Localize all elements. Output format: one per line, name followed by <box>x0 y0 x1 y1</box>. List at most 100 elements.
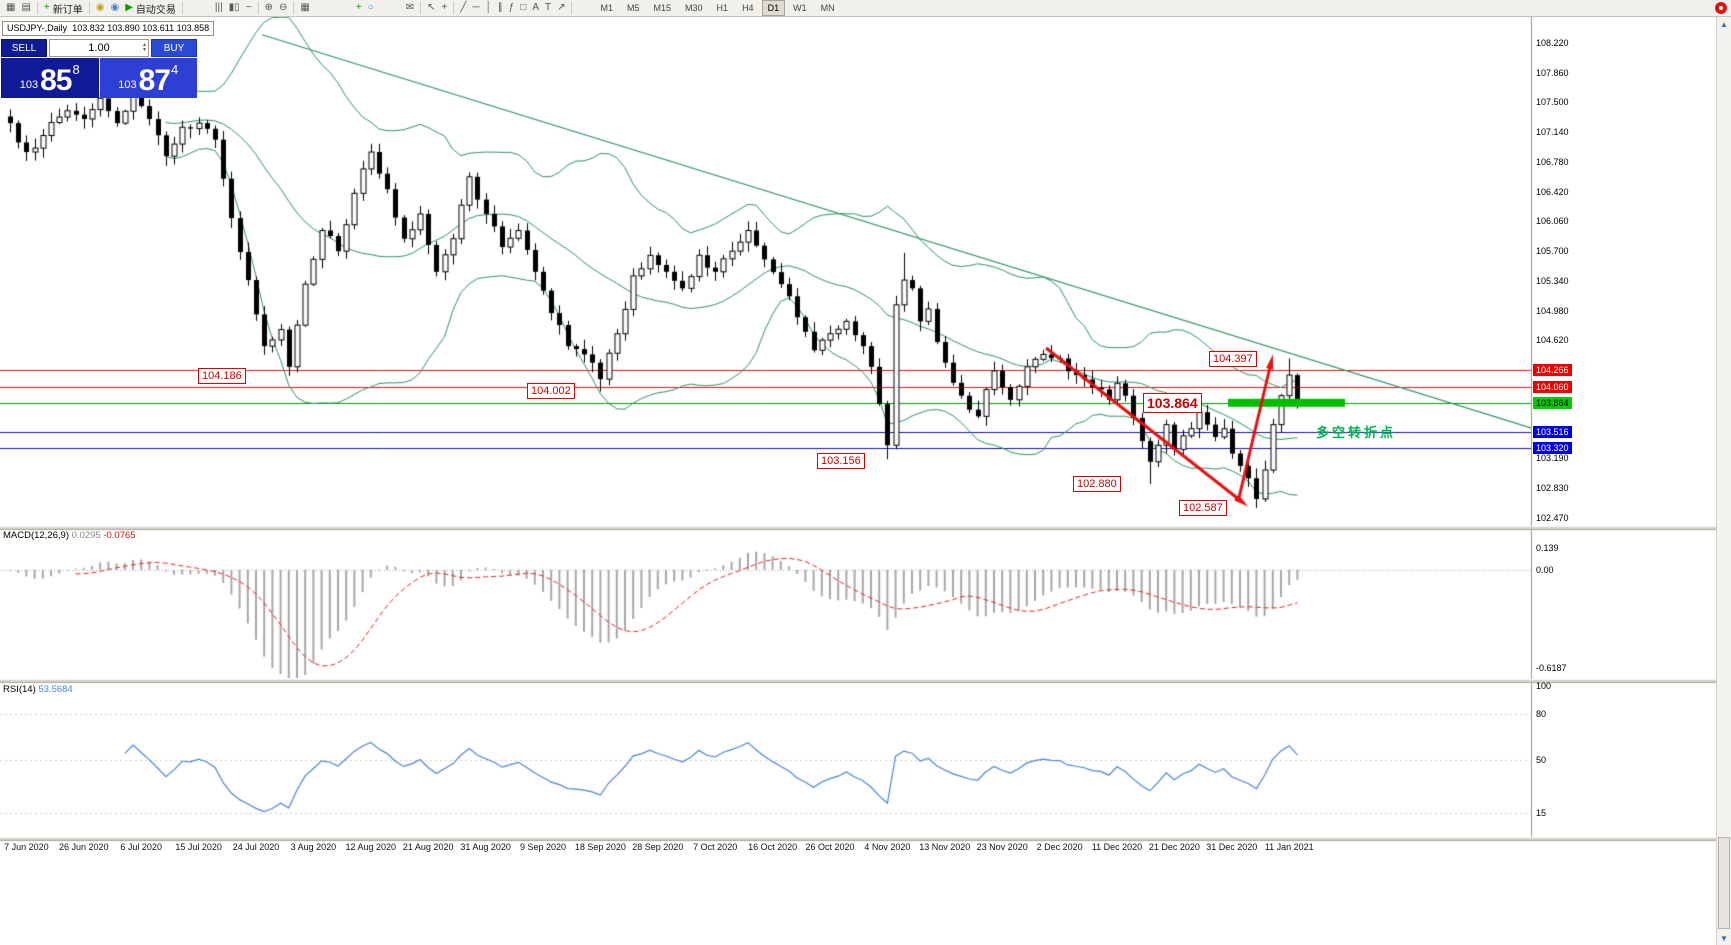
text-label-icon[interactable]: T <box>542 1 554 16</box>
sell-price-display[interactable]: 103 85 8 <box>1 58 99 98</box>
community-icon: ◉ <box>110 2 120 13</box>
notification-badge-icon[interactable] <box>1715 2 1727 14</box>
lot-decrease-button[interactable]: ▼ <box>142 47 147 53</box>
fibonacci-icon[interactable]: ƒ <box>506 1 518 16</box>
bar-chart-mode-icon[interactable]: ||| <box>212 1 226 16</box>
price-axis-label: 106.420 <box>1536 186 1569 197</box>
tile-windows-icon[interactable]: ▦ <box>297 1 312 16</box>
new-chart-icon[interactable]: ▦ <box>3 1 18 16</box>
trendline-icon[interactable]: ╱ <box>457 1 469 16</box>
scrollbar-down-icon[interactable]: ▼ <box>1720 933 1728 943</box>
toolbar-separator <box>36 2 38 14</box>
lot-increase-button[interactable]: ▲ <box>142 42 147 48</box>
channel-icon[interactable]: ∥ <box>495 1 506 16</box>
price-callout-label[interactable]: 104.186 <box>198 368 246 385</box>
zoom-out-icon[interactable]: ⊖ <box>276 1 290 16</box>
price-callout-label[interactable]: 103.864 <box>1143 392 1202 413</box>
timeframe-button-w1[interactable]: W1 <box>793 3 807 13</box>
email-icon: ✉ <box>405 2 415 13</box>
sell-price-prefix: 103 <box>19 79 39 91</box>
lot-value[interactable]: 1.00 <box>88 42 110 54</box>
sell-price-sup: 8 <box>72 62 80 77</box>
price-callout-label[interactable]: 102.880 <box>1073 476 1121 493</box>
email-icon[interactable]: ✉ <box>403 1 417 16</box>
trendline-icon: ╱ <box>460 2 467 13</box>
new-order-button[interactable]: + 新订单 <box>41 1 86 16</box>
text-icon: A <box>532 2 539 13</box>
cursor-icon: ↖ <box>427 2 436 13</box>
timeframe-button-mn[interactable]: MN <box>820 3 835 13</box>
community-icon[interactable]: ◉ <box>107 1 122 16</box>
toolbar-separator <box>453 2 455 14</box>
zoom-out-icon: ⊖ <box>278 2 288 13</box>
macd-indicator-label: MACD(12,26,9) 0.0295 -0.0765 <box>3 530 136 541</box>
arrow-tools-icon[interactable]: ↗ <box>554 1 568 16</box>
lot-size-field[interactable]: 1.00 ▲ ▼ <box>49 39 149 57</box>
rsi-value: 53.5684 <box>38 684 73 695</box>
timeframe-button-d1[interactable]: D1 <box>761 0 786 16</box>
date-label: 3 Aug 2020 <box>290 842 337 852</box>
text-icon[interactable]: A <box>529 1 542 16</box>
date-label: 16 Oct 2020 <box>748 842 798 852</box>
date-label: 31 Aug 2020 <box>460 842 511 852</box>
lot-spinner: ▲ ▼ <box>142 40 147 56</box>
indicators-icon[interactable]: + <box>353 1 365 16</box>
scrollbar-up-icon[interactable]: ▲ <box>1720 19 1728 29</box>
periods-icon[interactable]: ○ <box>365 1 377 16</box>
chart-title-tab[interactable]: USDJPY-,Daily 103.832 103.890 103.611 10… <box>2 21 215 36</box>
new-order-button-label: 新订单 <box>52 4 83 16</box>
horizontal-line-icon[interactable]: ─ <box>469 1 482 16</box>
price-axis-label: 102.830 <box>1536 483 1569 494</box>
price-axis-tag: 103.320 <box>1533 441 1572 454</box>
timeframe-button-m30[interactable]: M30 <box>685 3 703 13</box>
fibonacci-icon: ƒ <box>508 2 515 13</box>
sell-price-big: 85 <box>40 64 72 98</box>
vertical-scrollbar[interactable]: ▲ ▼ <box>1716 17 1731 945</box>
tile-windows-icon: ▦ <box>300 2 310 13</box>
autotrading-button[interactable]: ▶ 自动交易 <box>122 1 179 16</box>
chart-profiles-icon[interactable]: ▤ <box>18 1 33 16</box>
zoom-in-icon[interactable]: ⊕ <box>262 1 276 16</box>
timeframe-button-h4[interactable]: H4 <box>742 3 754 13</box>
cursor-icon[interactable]: ↖ <box>424 1 438 16</box>
price-callout-label[interactable]: 102.587 <box>1179 500 1227 517</box>
timeframe-button-m5[interactable]: M5 <box>627 3 640 13</box>
candlestick-mode-icon[interactable]: ▮▯ <box>226 1 243 16</box>
buy-price-sup: 4 <box>171 62 179 77</box>
timeframe-button-m15[interactable]: M15 <box>653 3 672 13</box>
buy-price-display[interactable]: 103 87 4 <box>99 58 197 98</box>
price-axis-label: 104.980 <box>1536 305 1569 316</box>
crosshair-icon[interactable]: + <box>438 1 450 16</box>
date-label: 28 Sep 2020 <box>632 842 684 852</box>
date-label: 7 Jun 2020 <box>4 842 49 852</box>
price-axis-label: 107.500 <box>1536 97 1569 108</box>
bull-bear-turning-point-annotation[interactable]: 多空转折点 <box>1316 425 1397 440</box>
price-callout-label[interactable]: 103.156 <box>817 453 865 470</box>
sell-button[interactable]: SELL <box>1 39 47 57</box>
buy-price-prefix: 103 <box>118 79 137 91</box>
vertical-line-icon: │ <box>485 2 492 13</box>
price-axis-tag: 103.864 <box>1533 396 1572 409</box>
timeframe-button-h1[interactable]: H1 <box>716 3 729 13</box>
new-order-icon: + <box>43 2 50 13</box>
price-callout-label[interactable]: 104.002 <box>527 383 575 400</box>
price-callout-label[interactable]: 104.397 <box>1209 350 1257 367</box>
scrollbar-thumb[interactable] <box>1718 837 1730 929</box>
buy-button[interactable]: BUY <box>151 39 197 57</box>
price-axis-label: 107.140 <box>1536 127 1569 138</box>
shapes-icon[interactable]: □ <box>517 1 529 16</box>
timeframe-button-m1[interactable]: M1 <box>600 3 613 13</box>
rsi-axis-label: 100 <box>1536 681 1552 691</box>
date-label: 26 Oct 2020 <box>805 842 855 852</box>
line-chart-mode-icon[interactable]: ~ <box>243 1 255 16</box>
rsi-axis-label: 15 <box>1536 808 1547 819</box>
vertical-line-icon[interactable]: │ <box>482 1 494 16</box>
date-label: 11 Jan 2021 <box>1264 842 1314 852</box>
deposit-icon[interactable]: ◉ <box>93 1 108 16</box>
date-label: 15 Jul 2020 <box>175 842 222 852</box>
candlestick-mode-icon: ▮▯ <box>228 2 240 13</box>
text-label-icon: T <box>544 2 552 13</box>
date-label: 4 Nov 2020 <box>864 842 911 852</box>
